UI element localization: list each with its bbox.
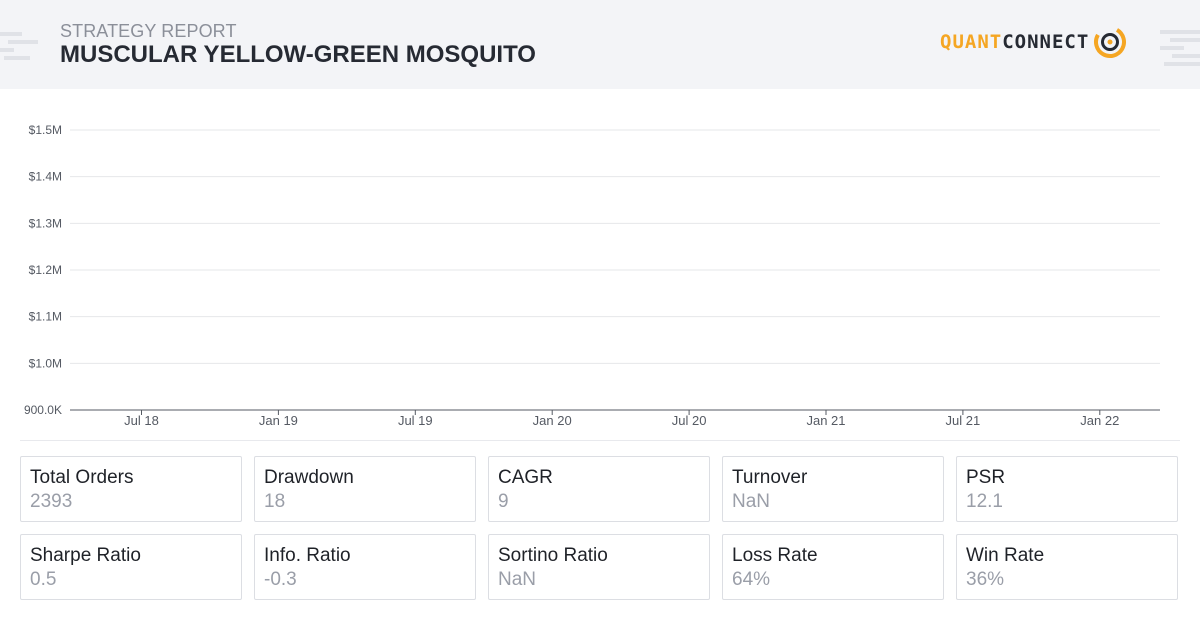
section-divider bbox=[20, 440, 1180, 441]
stat-label: Sharpe Ratio bbox=[30, 545, 141, 566]
y-tick-label: $1.5M bbox=[29, 123, 62, 137]
stat-card: Win Rate 36% bbox=[956, 534, 1178, 600]
stat-value: -0.3 bbox=[264, 569, 297, 590]
stat-label: Drawdown bbox=[264, 467, 354, 488]
x-tick-label: Jan 20 bbox=[533, 413, 572, 428]
stat-card: Sharpe Ratio 0.5 bbox=[20, 534, 242, 600]
stat-card: Sortino Ratio NaN bbox=[488, 534, 710, 600]
stat-label: Info. Ratio bbox=[264, 545, 351, 566]
y-tick-label: 900.0K bbox=[24, 403, 62, 417]
y-tick-label: $1.0M bbox=[29, 356, 62, 370]
x-tick-label: Jul 21 bbox=[946, 413, 981, 428]
stat-label: PSR bbox=[966, 467, 1006, 488]
stat-value: 0.5 bbox=[30, 569, 57, 590]
stat-label: Total Orders bbox=[30, 467, 134, 488]
x-tick-label: Jul 19 bbox=[398, 413, 433, 428]
equity-chart: $1.5M $1.4M $1.3M $1.2M $1.1M $1.0M 900.0K Jul … bbox=[24, 123, 1160, 428]
stat-label: Loss Rate bbox=[732, 545, 818, 566]
stat-value: 2393 bbox=[30, 491, 73, 512]
stat-card: Info. Ratio -0.3 bbox=[254, 534, 476, 600]
x-tick-label: Jan 19 bbox=[259, 413, 298, 428]
stat-card: Drawdown 18 bbox=[254, 456, 476, 522]
stat-value: 9 bbox=[498, 491, 509, 512]
stat-card: Turnover NaN bbox=[722, 456, 944, 522]
stat-card: PSR 12.1 bbox=[956, 456, 1178, 522]
stat-card: CAGR 9 bbox=[488, 456, 710, 522]
x-tick-label: Jul 18 bbox=[124, 413, 159, 428]
strategy-title: MUSCULAR YELLOW-GREEN MOSQUITO bbox=[60, 41, 536, 68]
quantconnect-ring-icon bbox=[1094, 26, 1127, 58]
logo-text-quant: QUANT bbox=[940, 31, 1003, 53]
stat-value: NaN bbox=[498, 569, 537, 590]
stat-card: Total Orders 2393 bbox=[20, 456, 242, 522]
report-header: STRATEGY REPORT MUSCULAR YELLOW-GREEN MO… bbox=[0, 0, 1200, 89]
stat-value: NaN bbox=[732, 491, 771, 512]
y-tick-label: $1.1M bbox=[29, 310, 62, 324]
stat-value: 12.1 bbox=[966, 491, 1003, 512]
report-subtitle: STRATEGY REPORT bbox=[60, 21, 237, 41]
x-tick-label: Jul 20 bbox=[672, 413, 707, 428]
stat-value: 18 bbox=[264, 491, 286, 512]
stat-card: Loss Rate 64% bbox=[722, 534, 944, 600]
x-tick-label: Jan 21 bbox=[806, 413, 845, 428]
stat-label: Turnover bbox=[732, 467, 808, 488]
stat-label: Sortino Ratio bbox=[498, 545, 608, 566]
y-tick-label: $1.3M bbox=[29, 216, 62, 230]
stat-value: 64% bbox=[732, 569, 771, 590]
x-tick-label: Jan 22 bbox=[1080, 413, 1119, 428]
stat-label: CAGR bbox=[498, 467, 553, 488]
stat-value: 36% bbox=[966, 569, 1005, 590]
quantconnect-logo: QUANT CONNECT bbox=[940, 24, 1127, 60]
logo-text-connect: CONNECT bbox=[1002, 31, 1090, 53]
y-tick-label: $1.2M bbox=[29, 263, 62, 277]
stat-label: Win Rate bbox=[966, 545, 1045, 566]
y-tick-label: $1.4M bbox=[29, 170, 62, 184]
